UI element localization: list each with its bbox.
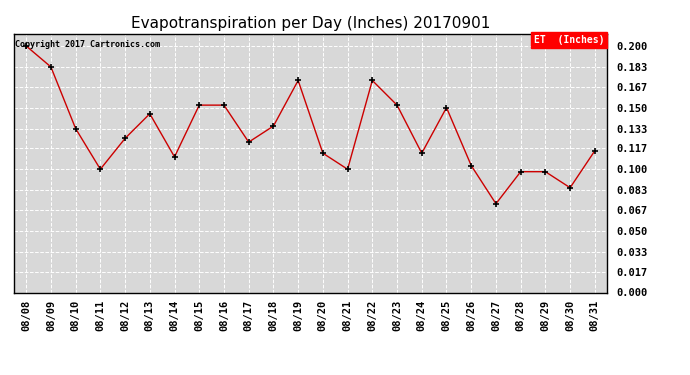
Title: Evapotranspiration per Day (Inches) 20170901: Evapotranspiration per Day (Inches) 2017… bbox=[131, 16, 490, 31]
Text: ET  (Inches): ET (Inches) bbox=[534, 35, 604, 45]
Text: Copyright 2017 Cartronics.com: Copyright 2017 Cartronics.com bbox=[15, 40, 160, 49]
